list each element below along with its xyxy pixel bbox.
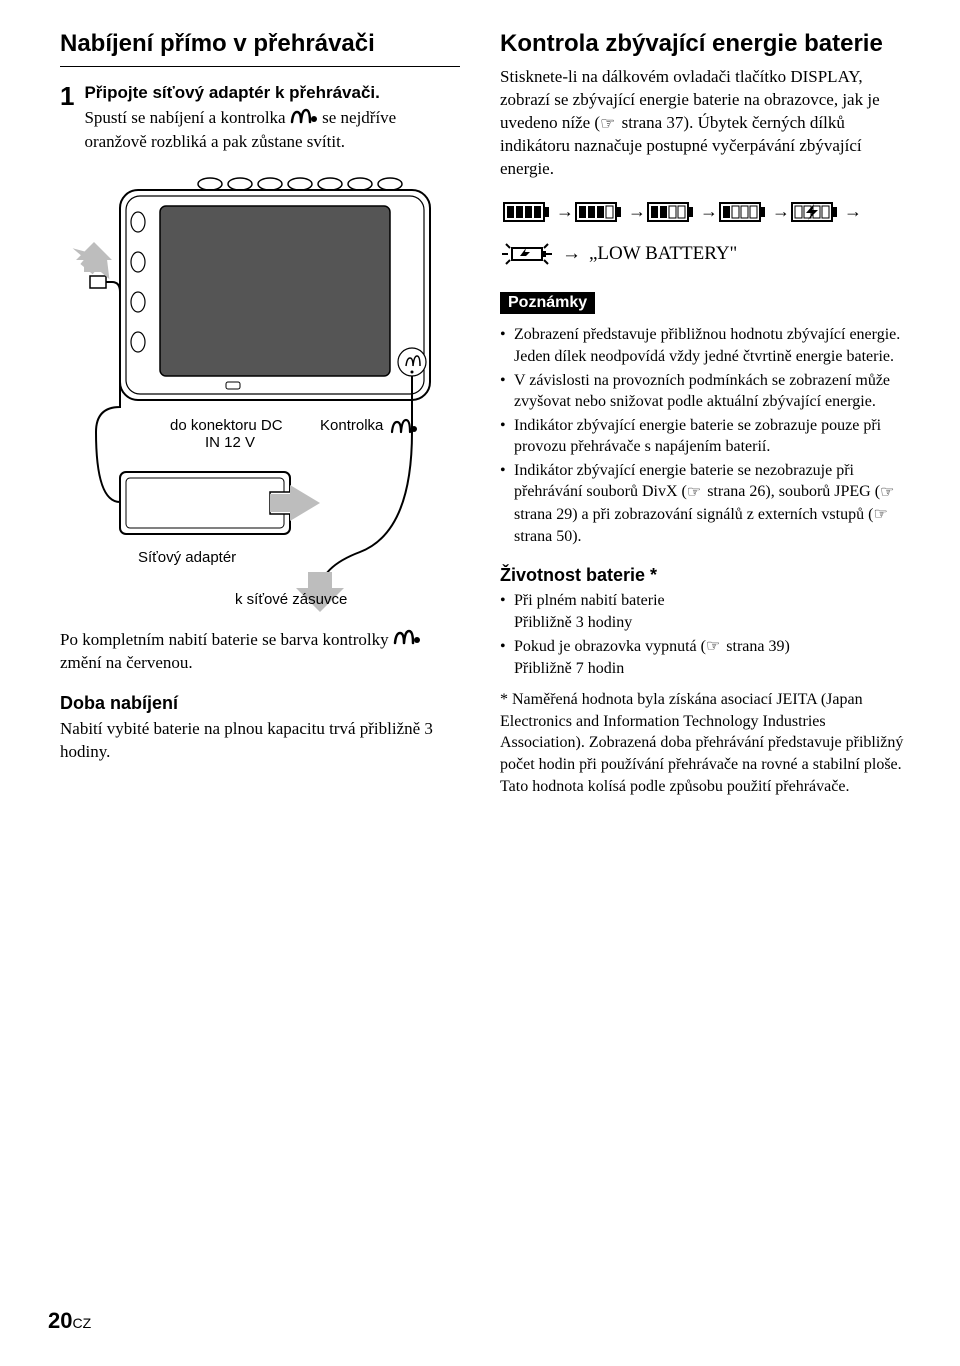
device-illustration: do konektoru DC IN 12 V Kontrolka Síťový… — [60, 172, 460, 617]
life-line2: Přibližně 7 hodin — [514, 658, 910, 680]
life-list: Při plném nabití baterie Přibližně 3 hod… — [500, 590, 910, 679]
walkman-icon — [393, 629, 421, 652]
svg-text:→: → — [628, 201, 646, 221]
note-item: V závislosti na provozních podmínkách se… — [500, 370, 910, 413]
step-title: Připojte síťový adaptér k přehrávači. — [84, 83, 460, 103]
note-item: Indikátor zbývající energie baterie se z… — [500, 415, 910, 458]
battery-sequence: → → → → → — [500, 195, 910, 234]
charge-body: Nabití vybité baterie na plnou kapacitu … — [60, 718, 460, 764]
life-item: Pokud je obrazovka vypnutá (☞ strana 39)… — [500, 636, 910, 680]
notes-list: Zobrazení představuje přibližnou hodnotu… — [500, 324, 910, 547]
svg-text:→: → — [772, 201, 790, 221]
page-number: 20CZ — [48, 1308, 91, 1334]
battery-life-heading: Životnost baterie * — [500, 565, 910, 586]
right-intro: Stisknete-li na dálkovém ovladači tlačít… — [500, 66, 910, 181]
svg-text:→: → — [556, 201, 574, 221]
note-item: Indikátor zbývající energie baterie se n… — [500, 460, 910, 547]
label-dc-in: do konektoru DC — [170, 417, 283, 434]
left-heading: Nabíjení přímo v přehrávači — [60, 30, 460, 58]
svg-text:IN 12 V: IN 12 V — [205, 434, 255, 451]
right-heading: Kontrola zbývající energie baterie — [500, 30, 910, 58]
hand-icon: ☞ — [706, 636, 720, 658]
label-wall: k síťové zásuvce — [235, 591, 347, 608]
footnote: * Naměřená hodnota byla získána asociací… — [500, 689, 910, 797]
step-body: Spustí se nabíjení a kontrolka se nejdří… — [84, 107, 460, 154]
step-1: 1 Připojte síťový adaptér k přehrávači. … — [60, 83, 460, 154]
svg-text:→: → — [700, 201, 718, 221]
hand-icon: ☞ — [873, 504, 887, 526]
notes-label: Poznámky — [500, 292, 595, 314]
note-item: Zobrazení představuje přibližnou hodnotu… — [500, 324, 910, 367]
label-adapter: Síťový adaptér — [138, 549, 236, 566]
label-kontrolka: Kontrolka — [320, 417, 384, 434]
hand-icon: ☞ — [600, 113, 615, 136]
walkman-icon — [290, 108, 318, 131]
divider — [60, 66, 460, 67]
low-battery-text: „LOW BATTERY" — [589, 243, 737, 265]
after-illus-text: Po kompletním nabití baterie se barva ko… — [60, 629, 460, 676]
svg-text:→: → — [844, 201, 862, 221]
life-line2: Přibližně 3 hodiny — [514, 612, 910, 634]
charge-heading: Doba nabíjení — [60, 693, 460, 714]
hand-icon: ☞ — [880, 482, 894, 504]
step-number: 1 — [60, 83, 74, 154]
life-item: Při plném nabití baterie Přibližně 3 hod… — [500, 590, 910, 633]
low-battery-row: → „LOW BATTERY" — [500, 240, 910, 268]
hand-icon: ☞ — [687, 482, 701, 504]
